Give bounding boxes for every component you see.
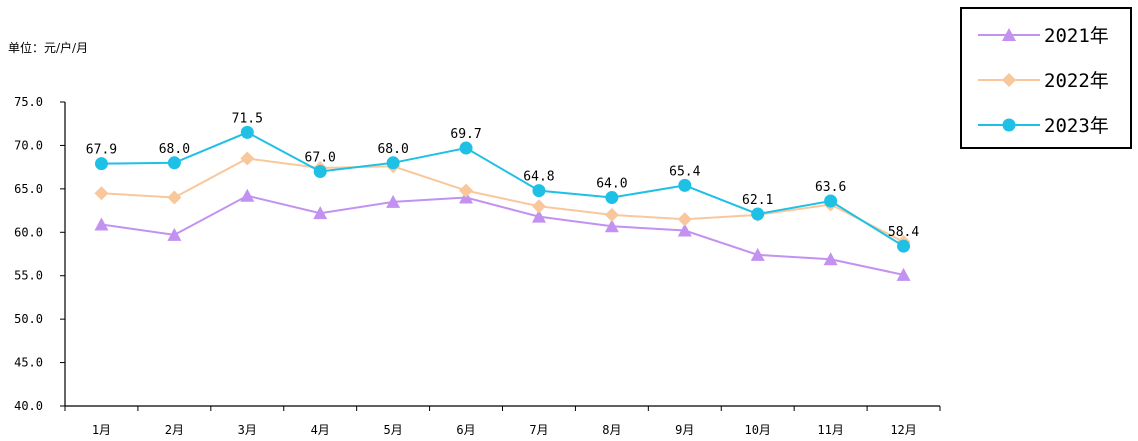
data-label: 68.0: [159, 142, 190, 157]
data-point: [677, 212, 692, 227]
data-label: 63.6: [815, 180, 846, 195]
data-point: [167, 227, 182, 241]
x-tick-label: 8月: [602, 423, 621, 437]
legend: 2021年 2022年 2023年: [960, 7, 1132, 149]
x-tick-label: 3月: [238, 423, 257, 437]
data-point: [604, 219, 619, 233]
x-tick-label: 12月: [890, 423, 916, 437]
x-tick-label: 4月: [311, 423, 330, 437]
series-0: [94, 188, 911, 281]
data-point: [532, 184, 546, 198]
legend-item: 2022年: [978, 70, 1109, 92]
data-point: [94, 217, 109, 231]
legend-marker: [1002, 73, 1016, 87]
x-tick-label: 9月: [675, 423, 694, 437]
series-1: [94, 151, 911, 249]
data-point: [240, 151, 255, 166]
data-point: [167, 190, 182, 205]
legend-item: 2021年: [978, 25, 1109, 47]
data-point: [94, 186, 109, 201]
data-label: 64.8: [523, 170, 554, 185]
data-point: [531, 209, 546, 223]
y-tick-label: 45.0: [14, 356, 43, 370]
x-tick-label: 2月: [165, 423, 184, 437]
unit-label: 单位：元/户/月: [8, 40, 88, 55]
series-line: [101, 157, 904, 243]
legend-label: 2022年: [1044, 70, 1109, 92]
data-point: [824, 194, 838, 208]
data-point: [750, 247, 765, 261]
data-label: 71.5: [232, 111, 263, 126]
data-labels: 67.9 68.0 71.5 67.0 68.0 69.7 64.8 64.0 65.4 62.1…: [86, 111, 920, 240]
data-label: 67.9: [86, 143, 117, 158]
chart-axes: [60, 101, 941, 411]
data-point: [823, 252, 838, 266]
data-point: [531, 199, 546, 214]
x-tick-label: 7月: [529, 423, 548, 437]
data-point: [94, 157, 108, 171]
data-point: [386, 194, 401, 208]
data-point: [459, 141, 473, 155]
data-point: [313, 164, 327, 178]
data-point: [678, 178, 692, 192]
data-point: [604, 207, 619, 222]
data-point: [386, 156, 400, 170]
data-label: 67.0: [305, 150, 336, 165]
data-point: [459, 183, 474, 198]
legend-label: 2021年: [1044, 25, 1109, 47]
data-label: 68.0: [377, 142, 408, 157]
x-tick-label: 1月: [92, 423, 111, 437]
y-tick-label: 40.0: [14, 399, 43, 413]
series-group: [94, 125, 911, 281]
y-tick-label: 65.0: [14, 182, 43, 196]
legend-marker: [1002, 28, 1016, 41]
tick-labels: 40.0 45.0 50.0 55.0 60.0 65.0 70.0 75.0 1月 2月 3月 4月…: [14, 95, 917, 437]
data-point: [897, 239, 911, 253]
y-tick-label: 60.0: [14, 225, 43, 239]
x-tick-label: 11月: [817, 423, 843, 437]
legend-item: 2023年: [978, 115, 1109, 137]
data-point: [313, 206, 328, 220]
data-point: [240, 125, 254, 139]
y-tick-label: 70.0: [14, 138, 43, 152]
series-line: [101, 131, 905, 248]
data-point: [167, 156, 181, 170]
data-label: 69.7: [450, 127, 481, 142]
data-point: [677, 223, 692, 237]
series-line: [101, 194, 904, 276]
y-tick-label: 55.0: [14, 269, 43, 283]
data-point: [751, 207, 765, 221]
data-point: [240, 188, 255, 202]
legend-marker: [1002, 118, 1016, 132]
data-point: [605, 191, 619, 205]
x-tick-label: 10月: [744, 423, 770, 437]
x-tick-label: 5月: [384, 423, 403, 437]
x-tick-label: 6月: [456, 423, 475, 437]
data-label: 58.4: [888, 225, 919, 240]
y-tick-label: 75.0: [14, 95, 43, 109]
data-label: 64.0: [596, 177, 627, 192]
legend-label: 2023年: [1044, 115, 1109, 137]
data-label: 62.1: [742, 193, 773, 208]
data-label: 65.4: [669, 164, 700, 179]
data-point: [896, 267, 911, 281]
y-tick-label: 50.0: [14, 312, 43, 326]
series-2: [94, 125, 911, 253]
